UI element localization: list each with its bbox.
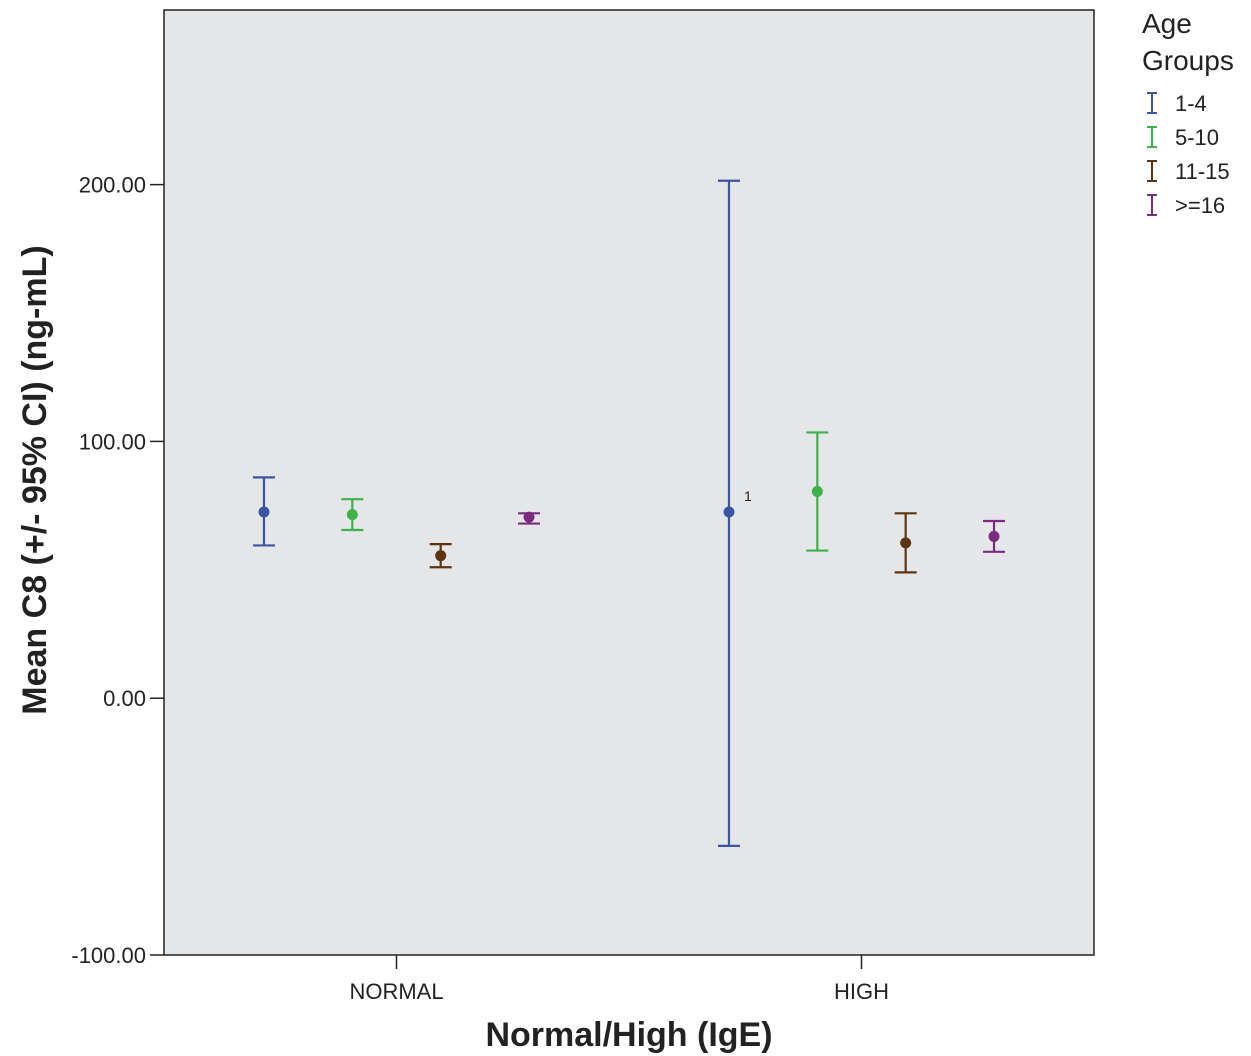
mean-point (811, 485, 823, 497)
legend-label: 5-10 (1175, 125, 1219, 150)
error-bar-group: 1 (717, 179, 752, 847)
legend-item: 5-10 (1147, 125, 1219, 150)
error-bar-group (429, 543, 452, 569)
legend-label: >=16 (1175, 193, 1225, 218)
legend-item: >=16 (1147, 193, 1225, 218)
legend-item: 1-4 (1147, 91, 1207, 116)
x-axis-title: Normal/High (IgE) (485, 1016, 772, 1054)
mean-point (523, 511, 535, 523)
error-bar-group (894, 512, 917, 574)
legend-item: 11-15 (1147, 159, 1230, 184)
error-bar-group (341, 498, 364, 532)
x-axis: NORMAL HIGH (349, 955, 889, 1004)
y-axis: -100.00 0.00 100.00 200.00 (71, 173, 164, 968)
legend-label: 11-15 (1175, 159, 1230, 184)
error-bars: 1 (252, 179, 1006, 847)
error-bar-group (252, 476, 275, 547)
mean-point (723, 506, 735, 518)
error-bar-group (518, 511, 541, 525)
plot-area (163, 9, 1095, 956)
legend: Age Groups 1-4 5-10 11-15 >=16 (1142, 8, 1234, 218)
legend-label: 1-4 (1175, 91, 1207, 116)
y-tick-label: 200.00 (79, 173, 146, 198)
y-tick-label: 100.00 (79, 429, 146, 454)
y-axis-title: Mean C8 (+/- 95% CI) (ng-mL) (16, 245, 54, 714)
mean-point (988, 530, 1000, 542)
error-bar-group (806, 431, 829, 552)
mean-point (435, 550, 447, 562)
y-tick-label: -100.00 (71, 943, 146, 968)
legend-title: Age (1142, 8, 1192, 39)
mean-point (346, 509, 358, 521)
legend-title: Groups (1142, 45, 1234, 76)
mean-point (900, 537, 912, 549)
error-bar-group (983, 519, 1006, 553)
point-annotation: 1 (744, 488, 752, 504)
x-tick-label: NORMAL (349, 979, 443, 1004)
mean-point (258, 506, 270, 518)
y-tick-label: 0.00 (103, 686, 146, 711)
x-tick-label: HIGH (834, 979, 889, 1004)
